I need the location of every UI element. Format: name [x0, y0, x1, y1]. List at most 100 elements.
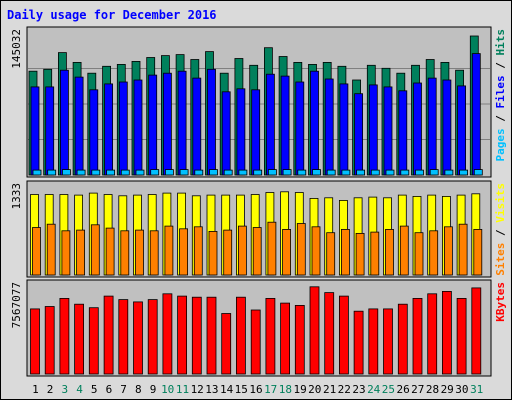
bar-pages-day-20: [312, 169, 321, 176]
bar-pages-day-31: [473, 169, 483, 176]
bar-sites-day-5: [90, 224, 100, 276]
bar-pages-day-24: [370, 169, 380, 176]
panel-3-legend: KBytes: [494, 282, 507, 322]
bar-sites-day-4: [76, 229, 85, 276]
bar-sites-day-30: [458, 223, 468, 276]
bar-files-day-13: [207, 68, 216, 176]
bar-kbytes-day-25: [383, 308, 393, 375]
bar-pages-day-4: [76, 169, 86, 176]
bar-kbytes-day-24: [368, 308, 379, 375]
bar-pages-day-11: [179, 169, 189, 176]
legend-hits: Hits: [494, 29, 507, 56]
bar-files-day-19: [295, 81, 305, 176]
bar-pages-day-15: [238, 169, 248, 176]
bar-kbytes-day-29: [441, 290, 452, 375]
day-label-28: 28: [426, 383, 439, 396]
bar-kbytes-day-13: [206, 296, 217, 375]
day-label-21: 21: [323, 383, 336, 396]
legend-sites: Sites: [494, 243, 507, 276]
day-label-13: 13: [205, 383, 218, 396]
bar-files-day-17: [265, 73, 275, 176]
day-label-5: 5: [91, 383, 98, 396]
legend-visits: Visits: [494, 183, 507, 223]
bar-sites-day-25: [385, 228, 394, 276]
bar-pages-day-13: [209, 169, 218, 176]
bar-sites-day-19: [296, 223, 306, 276]
bar-sites-day-28: [429, 230, 439, 276]
panel-1: 145032 Pages / Files / Hits: [10, 26, 507, 178]
bar-kbytes-day-3: [59, 297, 70, 375]
panel-3-bars: [30, 286, 482, 375]
legend-files: Files: [494, 75, 507, 108]
bar-files-day-2: [45, 86, 55, 176]
bar-sites-day-6: [105, 227, 115, 276]
legend-separator: /: [494, 223, 507, 243]
bar-files-day-4: [74, 76, 84, 176]
bar-sites-day-24: [370, 231, 380, 276]
chart-title: Daily usage for December 2016: [7, 8, 217, 22]
bar-sites-day-27: [414, 232, 424, 276]
bar-pages-day-7: [120, 169, 130, 176]
bar-files-day-28: [427, 77, 437, 176]
day-label-20: 20: [308, 383, 321, 396]
bar-files-day-18: [280, 75, 290, 176]
bar-kbytes-day-26: [397, 303, 408, 375]
day-label-23: 23: [352, 383, 365, 396]
bar-pages-day-6: [106, 169, 115, 176]
bar-pages-day-26: [400, 169, 410, 176]
bar-pages-day-3: [62, 169, 71, 176]
bar-pages-day-25: [385, 169, 395, 176]
bar-sites-day-16: [252, 227, 262, 276]
bar-pages-day-21: [326, 169, 336, 176]
bar-kbytes-day-1: [30, 308, 40, 375]
day-label-30: 30: [455, 383, 468, 396]
bar-sites-day-12: [193, 226, 203, 276]
bar-sites-day-29: [443, 226, 453, 276]
bar-files-day-20: [310, 70, 319, 176]
bar-kbytes-day-17: [265, 297, 276, 375]
bar-kbytes-day-4: [74, 303, 84, 375]
bar-pages-day-30: [459, 169, 469, 176]
bar-files-day-24: [368, 84, 378, 176]
bar-kbytes-day-23: [353, 310, 364, 375]
bar-kbytes-day-14: [221, 313, 232, 375]
bar-pages-day-28: [429, 169, 439, 176]
day-label-7: 7: [120, 383, 127, 396]
day-label-17: 17: [264, 383, 277, 396]
panel-2: 1333 Sites / Visits: [10, 180, 507, 278]
legend-separator: /: [494, 56, 507, 76]
bar-sites-day-2: [46, 223, 56, 276]
bar-sites-day-20: [311, 226, 321, 276]
bar-kbytes-day-28: [427, 293, 438, 375]
bar-pages-day-16: [253, 169, 263, 176]
legend-pages: Pages: [494, 128, 507, 161]
day-label-4: 4: [76, 383, 83, 396]
day-label-15: 15: [235, 383, 248, 396]
bar-pages-day-18: [282, 169, 292, 176]
bar-files-day-1: [30, 86, 40, 176]
day-label-16: 16: [249, 383, 262, 396]
bar-files-day-10: [162, 72, 172, 176]
bar-files-day-16: [251, 89, 261, 176]
panel-3: 7567077 KBytes: [10, 279, 507, 377]
chart-panels: 145032 Pages / Files / Hits 1333 Sites / Vi…: [10, 26, 507, 377]
bar-sites-day-14: [223, 229, 233, 276]
legend-separator: /: [494, 109, 507, 129]
bar-kbytes-day-12: [191, 296, 202, 375]
day-label-6: 6: [106, 383, 113, 396]
day-label-10: 10: [161, 383, 174, 396]
bar-pages-day-17: [267, 169, 277, 176]
day-label-3: 3: [61, 383, 68, 396]
bar-kbytes-day-5: [88, 307, 99, 375]
bar-kbytes-day-18: [280, 302, 291, 375]
bar-sites-day-8: [135, 229, 144, 276]
bar-sites-day-21: [326, 232, 336, 276]
bar-pages-day-8: [135, 169, 145, 176]
bar-sites-day-22: [340, 228, 350, 276]
bar-sites-day-1: [32, 227, 41, 276]
bar-kbytes-day-15: [235, 296, 246, 375]
bar-files-day-14: [221, 91, 231, 176]
bar-kbytes-day-31: [471, 287, 482, 375]
bar-kbytes-day-11: [177, 295, 188, 375]
panel-2-bars: [30, 191, 483, 276]
